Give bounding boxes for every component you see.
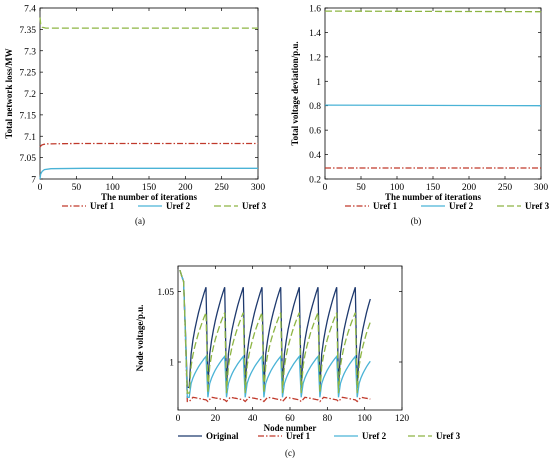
x-tick-label: 0 — [176, 414, 181, 424]
x-tick-label: 50 — [72, 183, 82, 193]
y-tick-label: 7.4 — [24, 5, 36, 15]
chart-panel-1: 0 50 100 150 200 250 300 0.2 0.4 0.6 0.8 1 1.2 1.4 1.6… — [290, 5, 550, 212]
legend-label: Uref 2 — [449, 201, 474, 211]
x-tick-label: 300 — [534, 183, 549, 193]
y-tick-label: 7.2 — [24, 90, 36, 100]
x-tick-label: 250 — [215, 183, 230, 193]
x-axis-label: The number of iterations — [101, 192, 198, 202]
x-tick-label: 60 — [285, 414, 295, 424]
y-tick-label: 7 — [31, 176, 36, 186]
legend-label: Uref 3 — [436, 431, 461, 441]
x-axis-label: The number of iterations — [385, 192, 482, 202]
x-tick-label: 200 — [178, 183, 193, 193]
x-tick-label: 250 — [498, 183, 513, 193]
y-tick-label: 1.05 — [157, 288, 174, 298]
y-tick-label: 7.25 — [19, 69, 36, 79]
y-tick-label: 0.8 — [309, 102, 321, 112]
series-line-uref-2 — [39, 167, 258, 180]
x-tick-label: 0 — [38, 183, 43, 193]
series-line-uref-3 — [39, 17, 258, 29]
caption-b: (b) — [411, 216, 422, 226]
legend-label: Uref 1 — [286, 431, 311, 441]
y-axis-label: Total network loss/MW — [4, 48, 14, 138]
y-tick-label: 7.3 — [24, 47, 36, 57]
caption-c: (c) — [285, 448, 295, 458]
chart-panel-2: 0 20 40 60 80 100 120 1 1.05 Node number Node volt… — [135, 265, 461, 441]
x-axis-label: Node number — [264, 423, 317, 433]
x-tick-label: 100 — [390, 183, 405, 193]
y-tick-label: 0.4 — [309, 151, 321, 161]
y-tick-label: 1.6 — [309, 5, 321, 15]
y-tick-label: 1 — [316, 78, 321, 88]
y-tick-label: 1 — [169, 359, 174, 369]
x-tick-label: 100 — [358, 414, 373, 424]
y-axis-label: Total voltage deviation/p.u. — [290, 41, 300, 145]
x-tick-label: 200 — [462, 183, 477, 193]
plot-frame — [324, 7, 542, 180]
x-tick-label: 300 — [251, 183, 266, 193]
y-tick-label: 7.35 — [19, 26, 36, 36]
y-tick-label: 7.05 — [19, 154, 36, 164]
series-line-uref-3 — [324, 10, 542, 13]
x-tick-label: 150 — [142, 183, 157, 193]
y-tick-label: 0.6 — [309, 127, 321, 137]
x-tick-label: 80 — [323, 414, 333, 424]
y-tick-label: 1.2 — [309, 53, 321, 63]
y-tick-label: 7.15 — [19, 111, 36, 121]
x-tick-label: 50 — [356, 183, 366, 193]
x-tick-label: 150 — [426, 183, 441, 193]
series-line-uref-2 — [179, 270, 371, 398]
x-tick-label: 100 — [106, 183, 121, 193]
y-tick-label: 0.2 — [309, 176, 321, 186]
legend-label: Uref 3 — [242, 201, 267, 211]
legend-label: Uref 1 — [90, 201, 115, 211]
caption-a: (a) — [135, 216, 145, 226]
chart-panel-0: 0 50 100 150 200 250 300 7 7.05 7.1 7.15 7.2 7.25 7.3… — [4, 5, 267, 212]
x-tick-label: 120 — [395, 414, 410, 424]
series-line-uref-1 — [39, 142, 258, 148]
x-tick-label: 40 — [248, 414, 258, 424]
legend-label: Uref 2 — [166, 201, 191, 211]
plot-frame — [39, 7, 259, 180]
y-tick-label: 7.1 — [24, 133, 36, 143]
legend-label: Uref 2 — [362, 431, 387, 441]
y-tick-label: 1.4 — [309, 29, 321, 39]
x-tick-label: 20 — [211, 414, 221, 424]
legend-label: Uref 1 — [373, 201, 398, 211]
x-tick-label: 0 — [323, 183, 328, 193]
series-line-uref-1 — [179, 270, 371, 403]
legend-label: Uref 3 — [525, 201, 550, 211]
legend-label: Original — [206, 431, 239, 441]
series-line-uref-2 — [324, 104, 542, 107]
series-line-uref-3 — [179, 270, 371, 394]
y-axis-label: Node voltage/p.u. — [135, 305, 145, 372]
